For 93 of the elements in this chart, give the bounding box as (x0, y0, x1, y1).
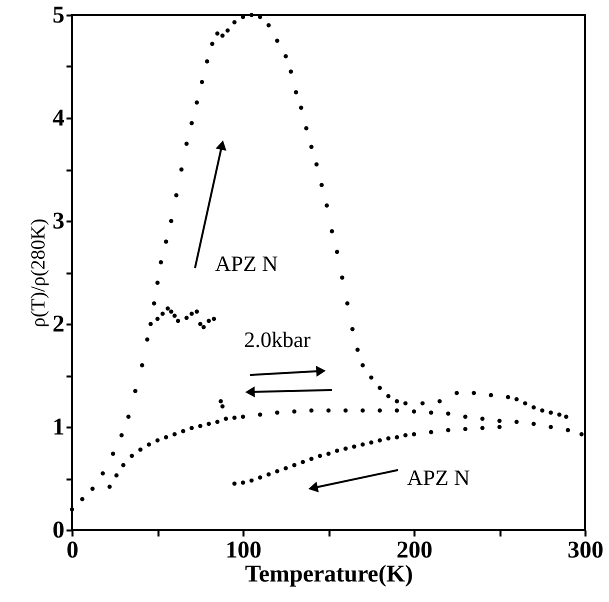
point (212, 316, 216, 321)
point (160, 312, 165, 316)
point (194, 310, 199, 314)
point (378, 438, 382, 443)
point (300, 460, 305, 464)
point (215, 420, 220, 424)
point (184, 316, 189, 320)
point (114, 473, 119, 478)
point (190, 426, 194, 430)
y-tick-label: 2 (52, 312, 64, 338)
point (378, 408, 382, 413)
point (240, 414, 246, 419)
point (121, 462, 126, 468)
y-tick-label: 4 (52, 106, 64, 132)
x-axis-title: Temperature(K) (245, 562, 413, 588)
point (309, 456, 314, 462)
y-tick-label: 1 (52, 414, 64, 440)
point (292, 409, 296, 414)
point (292, 462, 296, 468)
point (548, 424, 553, 430)
point (198, 322, 202, 326)
annotation: APZ N (407, 465, 470, 490)
point (463, 414, 468, 419)
y-tick-label: 3 (52, 208, 64, 234)
point (166, 306, 170, 311)
point (566, 428, 570, 432)
point (497, 418, 502, 423)
point (172, 432, 177, 436)
y-tick-label: 0 (52, 518, 64, 544)
point (202, 324, 206, 330)
point (343, 446, 348, 451)
point (190, 312, 194, 316)
point (155, 438, 160, 443)
point (169, 310, 174, 314)
point (369, 440, 374, 445)
point (480, 416, 485, 421)
point (497, 424, 502, 430)
point (206, 422, 211, 426)
point (412, 409, 416, 414)
point (309, 408, 314, 413)
point (258, 475, 262, 480)
point (579, 432, 584, 436)
point (275, 410, 280, 415)
point (394, 408, 400, 413)
point (343, 408, 348, 413)
point (428, 430, 434, 434)
point (284, 466, 288, 470)
point (198, 424, 202, 428)
point (206, 318, 211, 324)
y-tick-label: 5 (52, 2, 64, 28)
point (138, 448, 143, 452)
point (275, 469, 280, 474)
point (155, 316, 160, 321)
point (394, 435, 400, 440)
point (130, 454, 134, 458)
point (249, 478, 254, 483)
point (326, 452, 331, 456)
point (480, 426, 485, 430)
point (318, 454, 322, 458)
point (266, 472, 271, 476)
point (514, 420, 519, 424)
point (232, 482, 237, 486)
x-tick-label: 200 (396, 538, 432, 564)
point (428, 410, 434, 415)
point (258, 412, 262, 417)
point (218, 399, 223, 404)
point (532, 422, 536, 426)
point (386, 436, 390, 440)
point (463, 426, 468, 432)
point (446, 428, 450, 432)
point (326, 408, 331, 413)
x-tick-label: 100 (226, 538, 262, 564)
point (240, 480, 246, 485)
point (232, 416, 237, 420)
x-tick-label: 300 (568, 538, 604, 564)
point (146, 442, 152, 447)
annotation: APZ N (215, 251, 278, 276)
point (172, 314, 177, 318)
point (164, 435, 168, 440)
point (446, 411, 450, 416)
point (176, 318, 180, 324)
point (403, 433, 408, 438)
y-axis-title: ρ(T)/ρ(280K) (28, 218, 50, 328)
point (334, 448, 340, 453)
point (108, 484, 112, 489)
point (412, 432, 416, 436)
point (352, 444, 356, 449)
point (181, 429, 186, 434)
point (224, 416, 228, 421)
point (360, 442, 365, 447)
annotation: 2.0kbar (244, 327, 312, 352)
point (220, 404, 225, 409)
point (360, 408, 365, 413)
